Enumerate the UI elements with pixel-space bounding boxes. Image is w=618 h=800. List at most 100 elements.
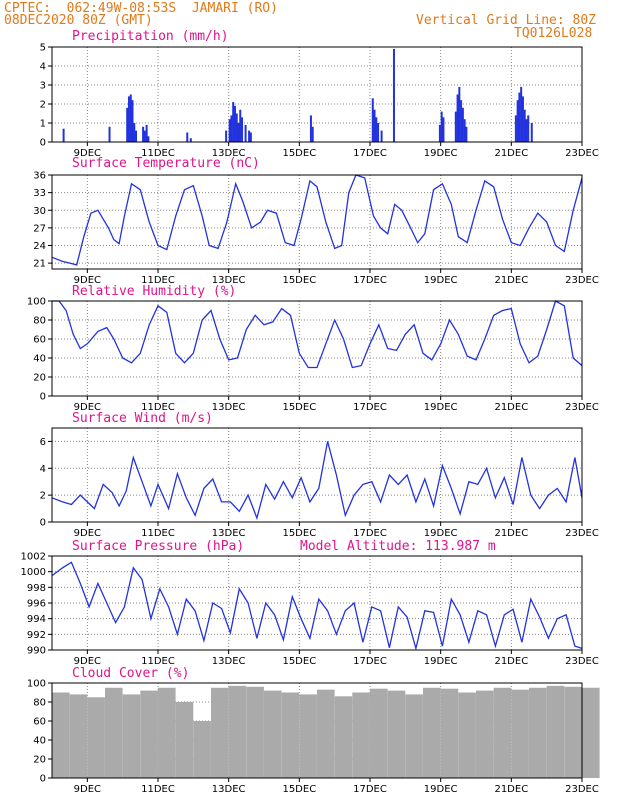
cloud-bar — [175, 702, 194, 778]
precip-bar — [230, 115, 233, 142]
cloud-bar — [228, 685, 247, 778]
cloud-xtick-label: 13DEC — [212, 784, 246, 795]
precip-bar — [228, 119, 231, 142]
precip-bar — [518, 92, 521, 142]
rh-ytick-label: 40 — [33, 354, 46, 365]
precip-bar — [375, 117, 378, 142]
temp-xtick-label: 15DEC — [282, 275, 316, 286]
precip-bar — [440, 111, 443, 142]
precip-xtick-label: 19DEC — [424, 148, 458, 159]
rh-ytick-label: 80 — [33, 316, 46, 327]
cloud-frame — [51, 682, 583, 779]
cloud-xtick-label: 19DEC — [424, 784, 458, 795]
cloud-bar — [211, 687, 229, 778]
precip-bar — [108, 126, 111, 142]
temp-xtick-label: 19DEC — [424, 275, 458, 286]
cloud-title: Cloud Cover (%) — [72, 666, 190, 681]
cloud-bar — [299, 694, 317, 778]
header-date: 08DEC2020 80Z (GMT) — [4, 13, 153, 28]
press-ytick-label: 994 — [27, 614, 46, 625]
press-xtick-label: 13DEC — [212, 656, 246, 667]
precip-bar — [131, 100, 134, 142]
press-altitude: Model Altitude: 113.987 m — [300, 539, 496, 554]
precip-xtick-label: 23DEC — [565, 148, 599, 159]
press-xtick-label: 21DEC — [494, 656, 528, 667]
temp-frame — [51, 174, 583, 270]
wind-ytick-label: 0 — [40, 518, 46, 529]
temp-ytick-label: 21 — [33, 259, 46, 270]
cloud-bar — [582, 687, 600, 778]
rh-ytick-label: 0 — [40, 392, 46, 403]
cloud-bar — [493, 687, 512, 778]
cloud-ytick-label: 40 — [33, 736, 46, 747]
cloud-bar — [387, 690, 406, 778]
precip-bar — [523, 109, 526, 142]
wind-xtick-label: 23DEC — [565, 528, 599, 539]
cloud-bar — [264, 690, 282, 778]
precip-xtick-label: 13DEC — [212, 148, 246, 159]
precip-bar — [380, 130, 383, 142]
temp-title: Surface Temperature (nC) — [72, 156, 260, 171]
rh-ytick-label: 20 — [33, 373, 46, 384]
cloud-xtick-label: 21DEC — [494, 784, 528, 795]
temp-xtick-label: 17DEC — [353, 275, 387, 286]
precip-bar — [460, 100, 463, 142]
wind-xtick-label: 13DEC — [212, 528, 246, 539]
precip-ytick-label: 4 — [40, 62, 46, 73]
cloud-bar — [511, 689, 529, 778]
precip-xtick-label: 17DEC — [353, 148, 387, 159]
precip-bar — [241, 117, 244, 142]
precip-bar — [225, 130, 228, 142]
wind-ytick-label: 6 — [40, 437, 46, 448]
press-xtick-label: 17DEC — [353, 656, 387, 667]
precip-bar — [244, 124, 247, 142]
rh-xtick-label: 19DEC — [424, 402, 458, 413]
cloud-ytick-label: 0 — [40, 774, 46, 785]
temp-ytick-label: 24 — [33, 241, 46, 252]
temp-ytick-label: 30 — [33, 206, 46, 217]
precip-bar — [514, 115, 517, 142]
precip-bar — [249, 132, 252, 142]
wind-xtick-label: 19DEC — [424, 528, 458, 539]
wind-title: Surface Wind (m/s) — [72, 411, 213, 426]
precip-bar — [442, 117, 445, 142]
precip-bar — [126, 107, 129, 142]
wind-xtick-label: 11DEC — [141, 528, 175, 539]
precip-bar — [373, 109, 376, 142]
precip-xtick-label: 9DEC — [74, 148, 101, 159]
precip-bar — [371, 98, 374, 142]
header-grid-note: Vertical Grid Line: 80Z — [416, 13, 597, 28]
precip-bar — [456, 94, 459, 142]
precip-bar — [530, 123, 533, 142]
cloud-xtick-label: 9DEC — [74, 784, 101, 795]
cloud-bar — [158, 687, 176, 778]
rh-title: Relative Humidity (%) — [72, 284, 237, 299]
precip-bar — [189, 138, 192, 142]
cloud-bar — [405, 694, 423, 778]
cloud-ytick-label: 100 — [27, 679, 46, 690]
temp-ytick-label: 27 — [33, 223, 46, 234]
precip-bar — [458, 86, 461, 142]
press-ytick-label: 1000 — [21, 567, 46, 578]
wind-frame — [51, 427, 583, 523]
cloud-bar — [529, 687, 547, 778]
cloud-bar — [423, 687, 441, 778]
precip-bar — [186, 132, 189, 142]
press-xtick-label: 15DEC — [282, 656, 316, 667]
precip-bar — [463, 119, 466, 142]
wind-xtick-label: 9DEC — [74, 528, 101, 539]
precip-bar — [525, 119, 528, 142]
cloud-ytick-label: 20 — [33, 755, 46, 766]
rh-xtick-label: 17DEC — [353, 402, 387, 413]
precip-ytick-label: 0 — [40, 138, 46, 149]
precip-bar — [143, 130, 146, 142]
press-ytick-label: 990 — [27, 646, 46, 657]
cloud-bar — [317, 689, 335, 778]
rh-xtick-label: 23DEC — [565, 402, 599, 413]
press-title: Surface Pressure (hPa) — [72, 539, 245, 554]
wind-ytick-label: 4 — [40, 464, 46, 475]
precip-bar — [248, 130, 251, 142]
rh-xtick-label: 21DEC — [494, 402, 528, 413]
rh-xtick-label: 11DEC — [141, 402, 175, 413]
